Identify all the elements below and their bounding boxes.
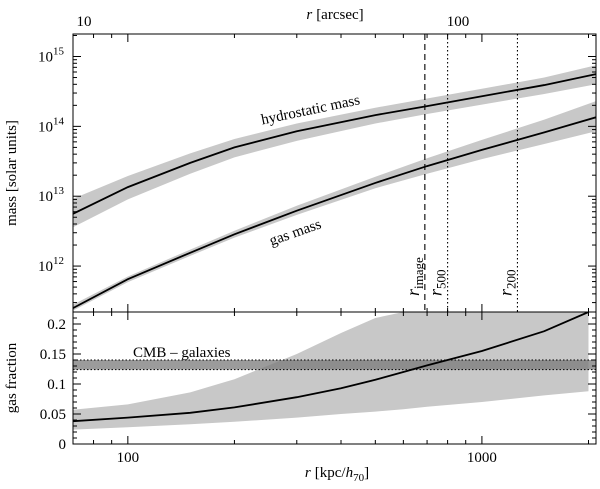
top-series-lines (73, 73, 596, 309)
top-y-tick-label: 1013 (38, 185, 65, 205)
r-500-label: r500 (426, 269, 449, 296)
top-y-tick-label: 1014 (38, 115, 65, 135)
r-200-label: r200 (495, 269, 518, 296)
top-x-axis-label: r [arcsec] (306, 7, 363, 23)
bottom-x-axis-label: r [kpc/h70] (305, 465, 369, 484)
bottom-y-tick-label: 0.2 (47, 317, 66, 333)
gas-mass-band (73, 101, 596, 311)
hydrostatic-mass-line (73, 73, 596, 215)
bottom-axis-ticks: 0 0.05 0.1 0.15 0.2 100 1000 (40, 311, 596, 466)
bottom-x-tick-label: 100 (117, 450, 140, 466)
bottom-panel: 0 0.05 0.1 0.15 0.2 100 1000 CMB – galaxies ga… (4, 311, 597, 484)
top-uncertainty-bands (73, 65, 596, 311)
r-image-label: rimage (403, 257, 426, 296)
hydrostatic-mass-band (73, 65, 596, 228)
top-axis-ticks: 1012 1013 1014 1015 10 100 (38, 14, 596, 312)
bottom-series-lines (73, 312, 589, 423)
bottom-y-tick-label: 0.05 (40, 407, 66, 423)
bottom-y-tick-label: 0.1 (47, 377, 66, 393)
gas-fraction-line (73, 312, 589, 423)
top-y-tick-label: 1015 (38, 46, 65, 66)
cmb-galaxies-label: CMB – galaxies (133, 345, 231, 361)
bottom-y-tick-label: 0 (59, 437, 67, 453)
top-y-axis-label: mass [solar units] (4, 120, 20, 226)
bottom-plot-frame (72, 311, 597, 445)
cmb-galaxies-band-fill (73, 360, 596, 370)
bottom-y-axis-label: gas fraction (4, 342, 20, 413)
bottom-y-tick-label: 0.15 (40, 347, 66, 363)
gas-mass-line (73, 116, 596, 309)
top-x-tick-label: 10 (77, 14, 92, 30)
cmb-galaxies-band (73, 359, 596, 371)
top-x-tick-label: 100 (447, 14, 470, 30)
bottom-x-tick-label: 1000 (467, 450, 497, 466)
gas-fraction-band (73, 312, 589, 430)
top-y-tick-label: 1012 (38, 255, 64, 275)
bottom-uncertainty-band (73, 312, 589, 430)
top-reference-lines (424, 34, 519, 312)
